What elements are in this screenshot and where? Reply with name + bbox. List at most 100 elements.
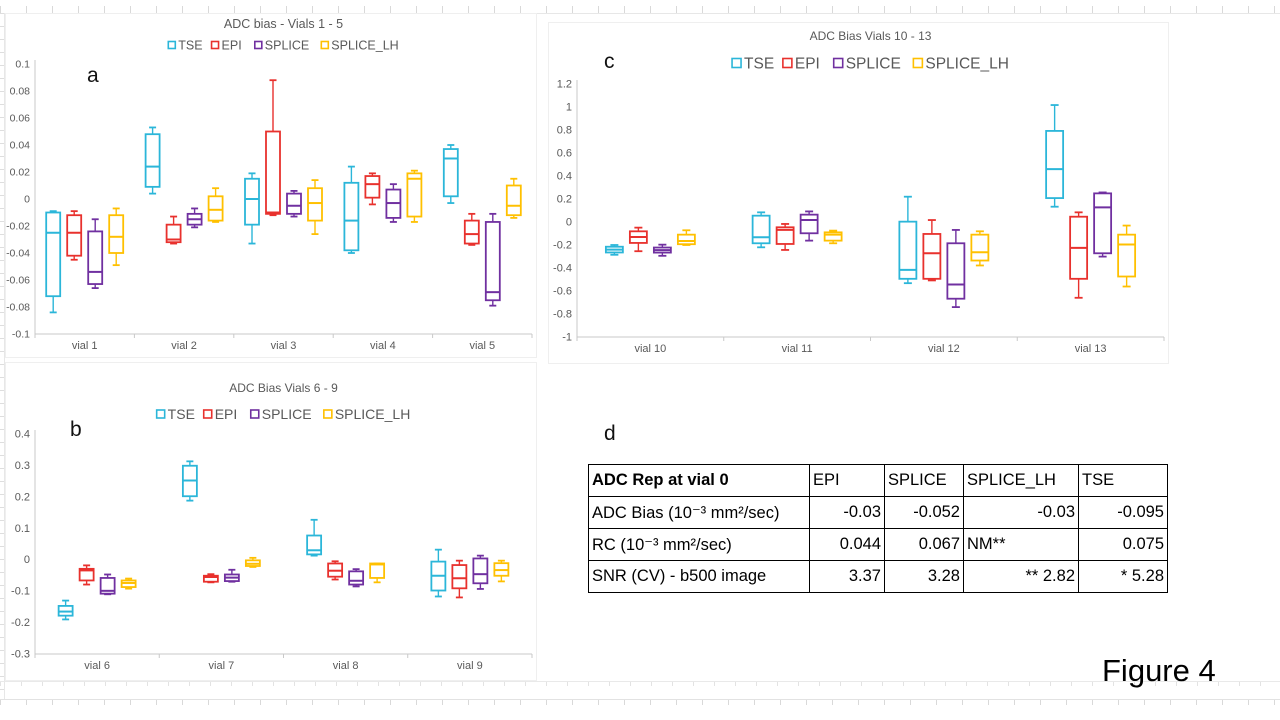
- box-tse-vial-5: [442, 144, 459, 204]
- table-cell: ** 2.82: [963, 560, 1079, 593]
- x-category-label-vial-2: vial 2: [171, 340, 197, 352]
- legend-marker-splice-lh: [320, 40, 330, 50]
- chart-title: ADC Bias Vials 6 - 9: [229, 381, 338, 395]
- box-epi-vial-11: [775, 223, 795, 251]
- box-epi-vial-3: [265, 79, 281, 217]
- box-rect: [1093, 192, 1113, 255]
- legend-marker-epi: [782, 57, 793, 69]
- box-tse-vial-8: [306, 518, 323, 557]
- chart-title: ADC Bias Vials 10 - 13: [810, 29, 932, 43]
- box-splice-lh-vial-2: [207, 187, 224, 223]
- x-category-label-vial-8: vial 8: [333, 660, 359, 672]
- box-rect: [463, 219, 480, 245]
- box-splice-vial-11: [799, 210, 819, 242]
- table-cell: NM**: [963, 528, 1079, 561]
- box-rect: [207, 195, 224, 222]
- box-chart-panel-b: ADC Bias Vials 6 - 9 TSE EPI SPLICE SPLICE_L…: [5, 362, 537, 681]
- y-tick-label: -0.6: [553, 286, 572, 298]
- box-chart-panel-c: ADC Bias Vials 10 - 13 TSE EPI SPLICE SPLICE…: [548, 22, 1169, 364]
- box-splice-lh-vial-13: [1117, 224, 1137, 288]
- box-rect: [144, 133, 161, 188]
- box-rect: [922, 233, 942, 280]
- y-tick-label: 0.6: [557, 148, 572, 160]
- spreadsheet-gridline-mid-ticks: [0, 682, 1280, 686]
- box-rect: [1117, 233, 1137, 278]
- legend-marker-splice-lh: [323, 409, 333, 419]
- legend-marker-splice: [249, 409, 260, 419]
- y-tick-label: 1: [566, 102, 572, 114]
- y-tick-label: 0.2: [15, 491, 30, 503]
- x-category-label-vial-1: vial 1: [72, 340, 98, 352]
- x-category-label-vial-3: vial 3: [271, 340, 297, 352]
- box-epi-vial-6: [78, 564, 95, 586]
- box-rect: [265, 130, 281, 215]
- y-tick-label: -0.2: [553, 240, 572, 252]
- box-rect: [676, 233, 696, 246]
- box-splice-lh-vial-8: [369, 562, 386, 584]
- spreadsheet-gridline-left-ticks: [0, 13, 4, 699]
- box-splice-vial-10: [652, 243, 672, 257]
- legend-item-splice: SPLICE: [249, 406, 312, 422]
- table-cell: 0.044: [809, 528, 885, 561]
- table-header-tse: TSE: [1078, 464, 1168, 497]
- box-splice-vial-2: [186, 207, 203, 229]
- x-category-label-vial-7: vial 7: [209, 660, 235, 672]
- x-category-label-vial-5: vial 5: [469, 340, 495, 352]
- box-splice-vial-6: [99, 573, 116, 596]
- box-rect: [898, 220, 918, 280]
- box-splice-vial-3: [286, 189, 302, 218]
- legend-item-splice: SPLICE: [832, 56, 901, 73]
- box-epi-vial-7: [202, 573, 219, 584]
- box-epi-vial-4: [364, 172, 381, 206]
- box-splice-lh-vial-5: [505, 177, 522, 219]
- box-rect: [364, 175, 381, 199]
- y-tick-label: -0.04: [6, 248, 30, 260]
- box-rect: [970, 233, 990, 262]
- chart-legend: TSE EPI SPLICE SPLICE_LH: [731, 56, 1009, 73]
- y-tick-label: -0.1: [12, 329, 30, 341]
- box-epi-vial-2: [165, 215, 182, 245]
- legend-marker-splice: [253, 40, 263, 50]
- table-row-label: ADC Bias (10⁻³ mm²/sec): [588, 496, 810, 529]
- y-tick-label: 0: [566, 217, 572, 229]
- y-tick-label: 0.1: [15, 59, 30, 71]
- x-category-label-vial-6: vial 6: [84, 660, 110, 672]
- box-tse-vial-7: [181, 460, 198, 502]
- table-cell: -0.052: [884, 496, 964, 529]
- box-rect: [343, 181, 360, 252]
- box-rect: [406, 172, 423, 218]
- legend-item-tse: TSE: [731, 56, 774, 73]
- table-cell: 0.075: [1078, 528, 1168, 561]
- legend-marker-tse: [167, 40, 177, 50]
- box-splice-lh-vial-7: [244, 556, 261, 568]
- legend-item-epi: EPI: [782, 56, 820, 73]
- box-tse-vial-2: [144, 126, 161, 195]
- box-rect: [451, 564, 468, 590]
- box-epi-vial-5: [463, 212, 480, 246]
- box-epi-vial-9: [451, 559, 468, 599]
- table-header-epi: EPI: [809, 464, 885, 497]
- x-category-label-vial-4: vial 4: [370, 340, 396, 352]
- table-row-label: RC (10⁻³ mm²/sec): [588, 528, 810, 561]
- spreadsheet-gridline-bottom-ticks: [0, 700, 1280, 705]
- table-cell: -0.03: [963, 496, 1079, 529]
- table-header-row: ADC Rep at vial 0 EPI SPLICE SPLICE_LH TSE: [588, 464, 1168, 497]
- box-rect: [946, 242, 966, 300]
- box-splice-vial-12: [946, 229, 966, 309]
- box-chart-panel-a: ADC bias - Vials 1 - 5 TSE EPI SPLICE SPLICE…: [5, 13, 537, 358]
- table-row-snr-cv-b500-image: SNR (CV) - b500 image 3.37 3.28 ** 2.82 * 5.…: [588, 560, 1168, 593]
- box-rect: [369, 562, 386, 579]
- table-cell: 0.067: [884, 528, 964, 561]
- panel-letter-a: a: [87, 64, 99, 87]
- panel-letter-c: c: [604, 50, 615, 73]
- legend-marker-splice: [832, 57, 844, 69]
- spreadsheet-gridline-bottom: [0, 699, 1280, 700]
- y-tick-label: 0.3: [15, 460, 30, 472]
- legend-item-epi: EPI: [202, 406, 237, 422]
- legend-item-tse: TSE: [155, 406, 195, 422]
- box-splice-lh-vial-3: [307, 179, 323, 236]
- box-epi-vial-1: [66, 210, 83, 261]
- y-tick-label: -0.08: [6, 302, 30, 314]
- y-tick-label: 1.2: [557, 79, 572, 91]
